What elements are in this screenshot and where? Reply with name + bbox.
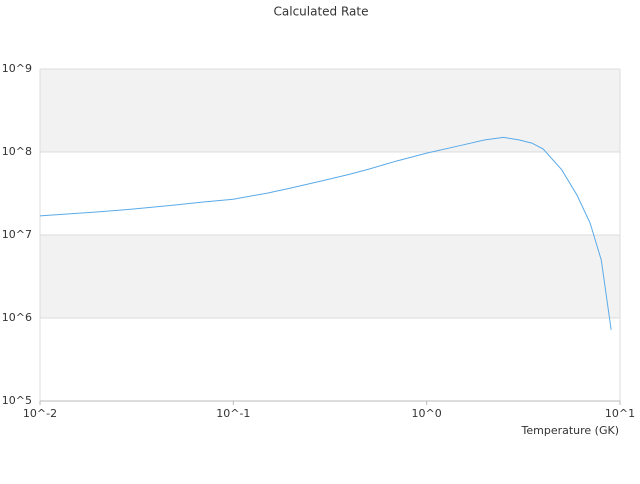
y-tick-label: 10^5	[2, 394, 32, 407]
x-tick-label: 10^-1	[216, 407, 250, 420]
y-tick-label: 10^9	[2, 62, 32, 75]
chart-title: Calculated Rate	[274, 5, 369, 19]
grid-band	[40, 235, 620, 318]
y-tick-label: 10^6	[2, 311, 32, 324]
y-tick-label: 10^7	[2, 228, 32, 241]
grid-band	[40, 69, 620, 152]
x-tick-label: 10^1	[605, 407, 635, 420]
line	[39, 136, 612, 330]
x-axis-label: Temperature (GK)	[521, 424, 620, 437]
y-tick-label: 10^8	[2, 145, 32, 158]
x-tick-label: 10^-2	[23, 407, 57, 420]
x-tick-label: 10^0	[412, 407, 442, 420]
